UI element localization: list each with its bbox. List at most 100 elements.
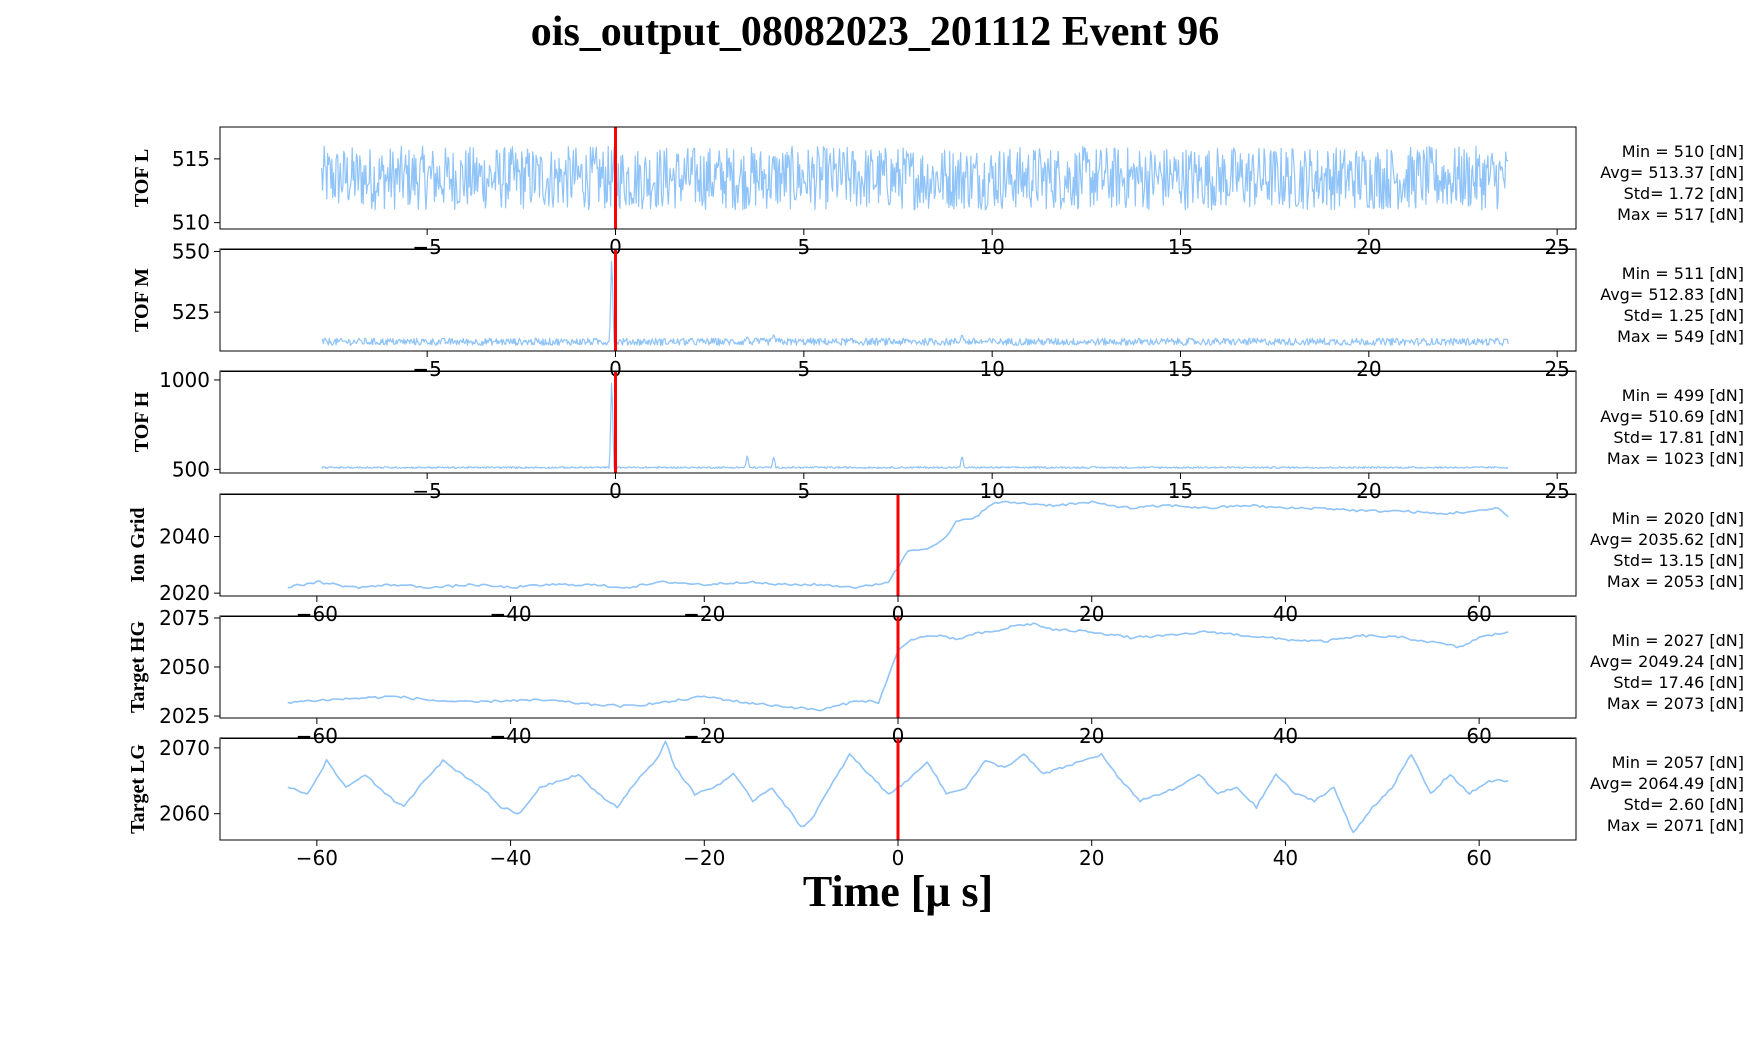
x-tick-label: 10	[979, 357, 1004, 381]
stat-line: Avg= 513.37 [dN]	[1600, 163, 1744, 182]
stat-line: Std= 1.72 [dN]	[1624, 184, 1744, 203]
figure-xlabel: Time [μ s]	[802, 867, 994, 916]
x-tick-label: 20	[1079, 724, 1104, 748]
stat-line: Max = 2071 [dN]	[1607, 816, 1744, 835]
axes-frame	[219, 370, 1577, 474]
x-tick-label: 5	[797, 235, 810, 259]
subplot-target-lg: −60 −40 −20 0 20 40 60 2060 2070 Target LG Min = 2…	[127, 736, 1744, 870]
x-tick-label: −5	[412, 479, 441, 503]
x-tick-label: 0	[892, 602, 905, 626]
x-tick-label: 25	[1544, 357, 1569, 381]
y-tick-label: 2020	[159, 581, 210, 605]
stat-line: Avg= 2035.62 [dN]	[1590, 530, 1744, 549]
x-tick-label: 20	[1079, 602, 1104, 626]
subplot-tof-m: −5 0 5 10 15 20 25 525 550 TOF M Min = 511 [dN] Avg…	[131, 239, 1744, 381]
plot-area	[321, 127, 1509, 229]
x-tick-label: 20	[1356, 235, 1381, 259]
stat-line: Min = 511 [dN]	[1622, 264, 1744, 283]
x-tick-label: 5	[797, 479, 810, 503]
x-tick-label: 20	[1356, 479, 1381, 503]
stat-line: Std= 2.60 [dN]	[1624, 795, 1744, 814]
x-tick-label: 0	[609, 479, 622, 503]
plot-area	[321, 371, 1509, 473]
axes-top-edge	[221, 616, 1575, 617]
x-tick-label: 15	[1168, 357, 1193, 381]
stat-line: Min = 2020 [dN]	[1612, 509, 1744, 528]
stat-line: Std= 17.46 [dN]	[1613, 673, 1744, 692]
x-tick-label: 25	[1544, 235, 1569, 259]
stat-line: Max = 517 [dN]	[1617, 205, 1744, 224]
x-tick-label: 0	[892, 724, 905, 748]
stat-line: Max = 549 [dN]	[1617, 327, 1744, 346]
stat-line: Min = 2027 [dN]	[1612, 631, 1744, 650]
x-tick-label: 60	[1466, 846, 1491, 870]
axes-top-edge	[221, 249, 1575, 250]
x-tick-label: −40	[489, 724, 531, 748]
y-tick-label: 550	[172, 239, 210, 263]
x-tick-label: 25	[1544, 479, 1569, 503]
figure-title: ois_output_08082023_201112 Event 96	[530, 9, 1220, 55]
y-axis-label: TOF L	[131, 149, 153, 207]
x-tick-label: 60	[1466, 602, 1491, 626]
stat-line: Max = 2053 [dN]	[1607, 572, 1744, 591]
x-tick-label: 15	[1168, 235, 1193, 259]
y-axis-label: Target LG	[127, 744, 149, 834]
axes-top-edge	[221, 494, 1575, 495]
y-tick-label: 515	[172, 147, 210, 171]
axes-frame	[219, 126, 1577, 230]
y-tick-label: 510	[172, 211, 210, 235]
axes-frame	[219, 248, 1577, 352]
y-tick-label: 2025	[159, 704, 210, 728]
x-tick-label: 15	[1168, 479, 1193, 503]
series-line	[321, 382, 1509, 469]
x-tick-label: 20	[1079, 846, 1104, 870]
x-tick-label: −20	[683, 724, 725, 748]
stat-line: Min = 510 [dN]	[1622, 142, 1744, 161]
x-tick-label: 60	[1466, 724, 1491, 748]
x-tick-label: 0	[892, 846, 905, 870]
plot-area	[287, 616, 1509, 718]
x-tick-label: 5	[797, 357, 810, 381]
series-line	[321, 145, 1509, 211]
stat-line: Std= 1.25 [dN]	[1624, 306, 1744, 325]
y-tick-label: 2040	[159, 525, 210, 549]
stat-line: Avg= 512.83 [dN]	[1600, 285, 1744, 304]
x-tick-label: 40	[1273, 724, 1298, 748]
plot-area	[287, 738, 1509, 840]
x-tick-label: −60	[296, 846, 338, 870]
y-tick-label: 500	[172, 457, 210, 481]
subplot-target-hg: −60 −40 −20 0 20 40 60 2025 2050 2075 Target HG Min…	[127, 606, 1744, 748]
axes-top-edge	[221, 738, 1575, 739]
y-tick-label: 2050	[159, 655, 210, 679]
plot-area	[287, 494, 1509, 596]
y-tick-label: 2075	[159, 606, 210, 630]
axes-top-edge	[221, 371, 1575, 372]
x-tick-label: 10	[979, 235, 1004, 259]
x-tick-label: 0	[609, 235, 622, 259]
y-axis-label: Ion Grid	[127, 507, 149, 582]
y-axis-label: Target HG	[127, 621, 149, 713]
y-tick-label: 2060	[159, 802, 210, 826]
stat-line: Avg= 510.69 [dN]	[1600, 407, 1744, 426]
x-tick-label: 40	[1273, 602, 1298, 626]
stat-line: Max = 2073 [dN]	[1607, 694, 1744, 713]
stat-line: Max = 1023 [dN]	[1607, 449, 1744, 468]
x-tick-label: −5	[412, 235, 441, 259]
x-tick-label: 0	[609, 357, 622, 381]
stat-line: Min = 499 [dN]	[1622, 386, 1744, 405]
stat-line: Min = 2057 [dN]	[1612, 753, 1744, 772]
y-axis-label: TOF H	[131, 391, 153, 452]
stat-line: Std= 17.81 [dN]	[1613, 428, 1744, 447]
plot-area	[321, 249, 1509, 351]
x-tick-label: −5	[412, 357, 441, 381]
x-tick-label: −20	[683, 846, 725, 870]
x-tick-label: −40	[489, 846, 531, 870]
y-tick-label: 2070	[159, 736, 210, 760]
y-tick-label: 525	[172, 300, 210, 324]
stat-line: Avg= 2064.49 [dN]	[1590, 774, 1744, 793]
y-axis-label: TOF M	[131, 268, 153, 332]
x-tick-label: −40	[489, 602, 531, 626]
